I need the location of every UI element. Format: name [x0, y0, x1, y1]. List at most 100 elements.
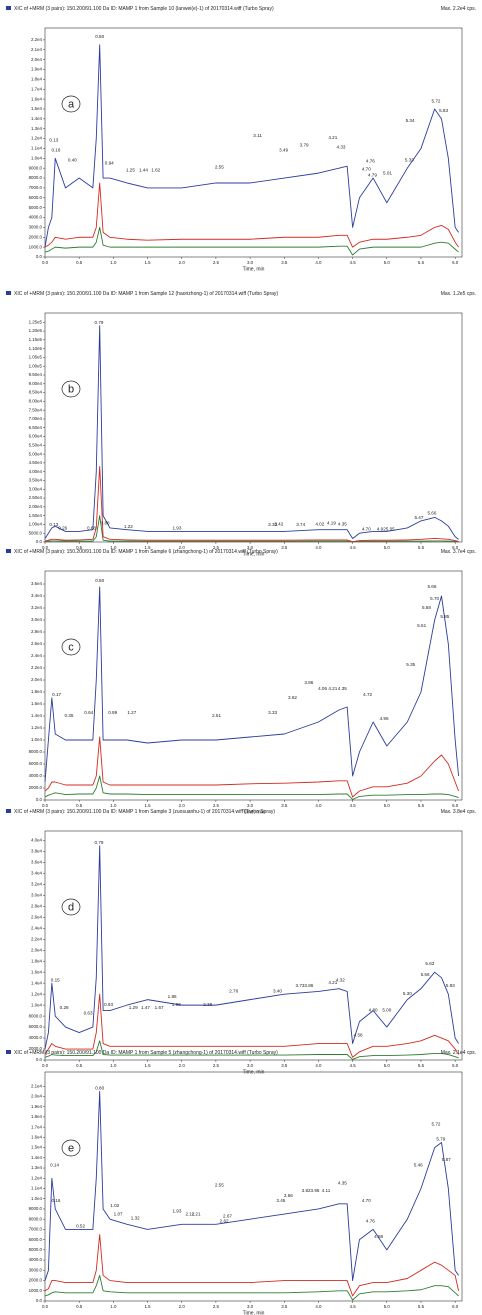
peak-label: 2.21: [192, 1211, 201, 1216]
y-tick-label: 1.0e4: [31, 155, 43, 160]
x-tick-label: 0.5: [76, 545, 83, 550]
peak-label: 4.35: [338, 521, 347, 526]
y-tick-label: 3.6e4: [31, 860, 43, 865]
plot-frame: [44, 312, 463, 543]
peak-label: 1.47: [141, 1005, 150, 1010]
x-axis-label: Time, min: [243, 266, 265, 272]
peak-label: 0.68: [87, 526, 96, 531]
x-tick-label: 6.0: [452, 803, 459, 808]
y-tick-label: 1.9e4: [31, 67, 43, 72]
y-tick-label: 8000.0: [29, 749, 43, 754]
peak-label: 0.79: [95, 840, 104, 845]
peak-label: 1.27: [127, 710, 136, 715]
peak-label: 0.13: [49, 522, 58, 527]
x-tick-label: 5.0: [384, 1304, 391, 1309]
y-tick-label: 9000.0: [29, 1206, 43, 1211]
peak-label: 0.26: [58, 526, 67, 531]
peak-label: 4.92: [377, 527, 386, 532]
y-tick-label: 1.2e4: [31, 725, 43, 730]
y-tick-label: 2000.0: [29, 234, 43, 239]
y-tick-label: 2.4e4: [31, 925, 43, 930]
y-tick-label: 2.00e4: [29, 504, 43, 509]
peak-label: 2.51: [212, 713, 221, 718]
y-tick-label: 2.6e4: [31, 641, 43, 646]
panel-badge: [61, 1139, 81, 1157]
peak-label: 4.21: [328, 980, 337, 985]
peak-label: 4.11: [322, 1188, 331, 1193]
x-tick-label: 4.0: [315, 1304, 322, 1309]
x-tick-label: 0.5: [76, 803, 83, 808]
x-tick-label: 3.0: [247, 545, 254, 550]
x-tick-label: 1.0: [110, 545, 117, 550]
y-tick-label: 1.0e4: [31, 1196, 43, 1201]
x-tick-label: 1.5: [144, 545, 151, 550]
y-tick-label: 1.5e4: [31, 106, 43, 111]
peak-label: 5.63: [425, 961, 434, 966]
peak-label: 1.44: [139, 167, 148, 172]
x-tick-label: 3.0: [247, 1063, 254, 1068]
y-tick-label: 4000.0: [29, 1257, 43, 1262]
x-tick-label: 3.5: [281, 803, 288, 808]
y-tick-label: 7000.0: [29, 185, 43, 190]
y-tick-label: 8000.0: [29, 1216, 43, 1221]
panel-label: d: [68, 901, 74, 913]
y-tick-label: 2.1e4: [31, 47, 43, 52]
y-tick-label: 1.1e4: [31, 1186, 43, 1191]
y-tick-label: 1.6e4: [31, 96, 43, 101]
y-tick-label: 1.7e4: [31, 86, 43, 91]
peak-label: 0.80: [95, 578, 104, 583]
y-tick-label: 8.00e4: [29, 399, 43, 404]
x-tick-label: 1.5: [144, 260, 151, 265]
peak-label: 4.35: [338, 1181, 347, 1186]
peak-label: 1.02: [110, 1203, 119, 1208]
y-tick-label: 0.0: [36, 539, 43, 544]
peak-label: 4.58: [354, 1032, 363, 1037]
x-tick-label: 3.0: [247, 803, 254, 808]
x-tick-label: 2.5: [213, 1063, 220, 1068]
x-tick-label: 1.5: [144, 1304, 151, 1309]
y-tick-label: 3.4e4: [31, 871, 43, 876]
panel-label: c: [68, 641, 74, 653]
x-tick-label: 1.5: [144, 803, 151, 808]
legend-swatch: [6, 809, 11, 813]
peak-label: 5.58: [422, 605, 431, 610]
y-tick-label: 1.00e4: [29, 522, 43, 527]
peak-label: 0.35: [64, 713, 73, 718]
peak-label: 2.55: [215, 1183, 224, 1188]
peak-label: 3.79: [300, 143, 309, 148]
y-tick-label: 5.50e4: [29, 442, 43, 447]
peak-label: 2.67: [223, 1213, 232, 1218]
series-line: [44, 736, 460, 798]
peak-label: 0.15: [51, 977, 60, 982]
peak-label: 5.70: [430, 596, 439, 601]
peak-label: 4.72: [363, 692, 372, 697]
peak-label: 1.25: [126, 167, 135, 172]
peak-label: 3.42: [274, 521, 283, 526]
series-line: [44, 182, 459, 248]
y-tick-label: 1.4e4: [31, 713, 43, 718]
y-tick-label: 6000.0: [29, 1024, 43, 1029]
y-tick-label: 2.0e4: [31, 57, 43, 62]
y-tick-label: 7000.0: [29, 1227, 43, 1232]
x-tick-label: 5.5: [418, 803, 425, 808]
peak-label: 2.62: [220, 1219, 229, 1224]
peak-label: 4.21: [328, 135, 337, 140]
y-tick-label: 9000.0: [29, 165, 43, 170]
y-tick-label: 1.4e4: [31, 1155, 43, 1160]
series-line: [44, 1274, 459, 1301]
y-tick-label: 1.2e4: [31, 991, 43, 996]
peak-label: 1.93: [172, 1208, 181, 1213]
peak-label: 3.45: [276, 1198, 285, 1203]
x-tick-label: 6.0: [452, 260, 459, 265]
y-tick-label: 4000.0: [29, 1035, 43, 1040]
peak-label: 4.32: [336, 977, 345, 982]
peak-label: 4.79: [368, 172, 377, 177]
panel-label: b: [68, 383, 74, 395]
plot-frame: [44, 570, 463, 801]
y-tick-label: 0.0: [36, 797, 43, 802]
x-tick-label: 1.5: [144, 1063, 151, 1068]
plot-frame: [44, 27, 463, 258]
x-tick-label: 4.5: [350, 1304, 357, 1309]
peak-label: 4.80: [369, 1008, 378, 1013]
x-tick-label: 2.0: [179, 545, 186, 550]
